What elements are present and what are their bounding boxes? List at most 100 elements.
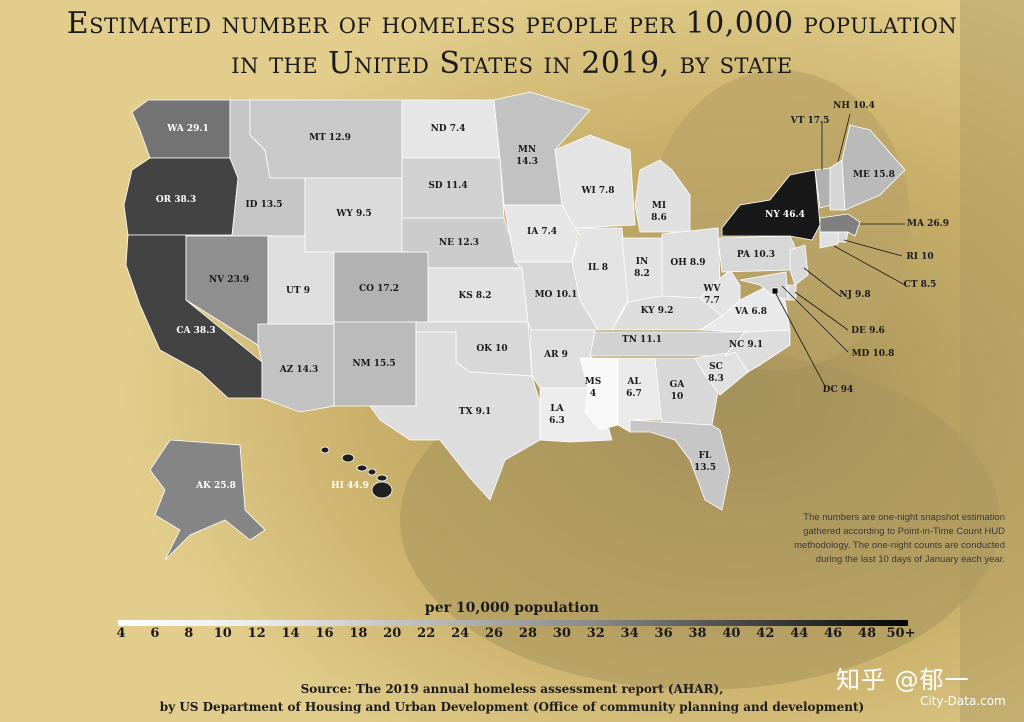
state-label-FL: FL 13.5 bbox=[694, 451, 716, 473]
state-label-AK: AK 25.8 bbox=[195, 481, 236, 491]
state-label-AR: AR 9 bbox=[543, 350, 568, 360]
state-MI bbox=[634, 159, 691, 233]
state-WV bbox=[699, 269, 741, 317]
state-TX bbox=[369, 331, 541, 501]
state-label-KS: KS 8.2 bbox=[458, 291, 491, 301]
legend-title: per 10,000 population bbox=[424, 600, 600, 616]
state-FL bbox=[629, 419, 731, 511]
source-line-2: by US Department of Housing and Urban De… bbox=[159, 700, 865, 714]
state-label-WI: WI 7.8 bbox=[580, 186, 614, 196]
source-line-1: Source: The 2019 annual homeless assessm… bbox=[300, 682, 724, 696]
state-label-AL: AL 6.7 bbox=[626, 377, 642, 399]
state-label-MT: MT 12.9 bbox=[309, 133, 351, 143]
state-label-OK: OK 10 bbox=[476, 344, 507, 354]
state-label-CT: CT 8.5 bbox=[904, 280, 937, 290]
state-label-MI: MI 8.6 bbox=[651, 201, 667, 223]
legend-tick: 20 bbox=[383, 626, 402, 641]
state-label-OH: OH 8.9 bbox=[670, 258, 705, 268]
state-label-KY: KY 9.2 bbox=[641, 306, 674, 316]
state-label-DE: DE 9.6 bbox=[851, 326, 884, 336]
state-IA bbox=[503, 204, 581, 263]
legend-tick: 48 bbox=[858, 626, 877, 641]
state-HI bbox=[320, 446, 393, 499]
state-label-OR: OR 38.3 bbox=[156, 195, 196, 205]
legend-tick: 50+ bbox=[886, 626, 916, 641]
legend-tick: 36 bbox=[654, 626, 673, 641]
legend-tick: 46 bbox=[824, 626, 843, 641]
state-label-ID: ID 13.5 bbox=[245, 200, 282, 210]
state-ME bbox=[841, 124, 906, 211]
state-label-CA: CA 38.3 bbox=[176, 326, 215, 336]
legend-tick: 26 bbox=[484, 626, 504, 641]
state-label-AZ: AZ 14.3 bbox=[279, 365, 319, 375]
chart-title-line-2: in the United States in 2019, by state bbox=[231, 46, 793, 81]
state-label-WA: WA 29.1 bbox=[166, 124, 209, 134]
state-label-DC: DC 94 bbox=[823, 385, 854, 395]
state-label-IL: IL 8 bbox=[588, 263, 608, 273]
legend-color-bar bbox=[118, 620, 908, 626]
legend-tick: 40 bbox=[722, 626, 741, 641]
watermark-site: City-Data.com bbox=[920, 694, 1006, 708]
state-AK bbox=[149, 439, 266, 561]
state-label-ME: ME 15.8 bbox=[853, 170, 895, 180]
state-label-NJ: NJ 9.8 bbox=[839, 290, 870, 300]
state-label-VA: VA 6.8 bbox=[734, 307, 767, 317]
legend-tick: 10 bbox=[213, 626, 232, 641]
state-NY bbox=[721, 169, 821, 241]
state-label-MO: MO 10.1 bbox=[535, 290, 578, 300]
state-label-RI: RI 10 bbox=[906, 252, 933, 262]
state-label-VT: VT 17.5 bbox=[790, 116, 830, 126]
state-NJ bbox=[789, 244, 809, 286]
state-DC bbox=[771, 287, 779, 295]
legend-tick: 42 bbox=[756, 626, 775, 641]
state-label-IN: IN 8.2 bbox=[634, 257, 650, 279]
state-label-MA: MA 26.9 bbox=[907, 219, 949, 229]
state-label-IA: IA 7.4 bbox=[527, 227, 557, 237]
state-label-UT: UT 9 bbox=[286, 286, 310, 296]
state-DE bbox=[787, 284, 797, 301]
legend-tick: 24 bbox=[451, 626, 470, 641]
state-GA bbox=[654, 357, 719, 426]
state-CT bbox=[819, 231, 839, 249]
state-label-NV: NV 23.9 bbox=[209, 275, 249, 285]
legend-tick: 12 bbox=[247, 626, 266, 641]
legend-tick: 32 bbox=[586, 626, 605, 641]
state-label-TN: TN 11.1 bbox=[622, 335, 662, 345]
state-label-NC: NC 9.1 bbox=[729, 340, 763, 350]
legend-tick: 44 bbox=[790, 626, 809, 641]
state-label-SC: SC 8.3 bbox=[708, 362, 724, 384]
legend-tick: 30 bbox=[552, 626, 571, 641]
legend-tick: 14 bbox=[281, 626, 300, 641]
state-label-HI: HI 44.9 bbox=[331, 481, 369, 491]
methodology-note: The numbers are one-night snapshot estim… bbox=[794, 512, 1005, 565]
legend-tick: 34 bbox=[620, 626, 639, 641]
state-label-MD: MD 10.8 bbox=[852, 349, 895, 359]
legend-tick: 16 bbox=[315, 626, 334, 641]
chart-title-line-1: Estimated number of homeless people per … bbox=[66, 6, 958, 41]
state-label-WY: WY 9.5 bbox=[335, 209, 371, 219]
state-label-NM: NM 15.5 bbox=[352, 359, 395, 369]
state-TN bbox=[589, 331, 746, 357]
legend-tick: 6 bbox=[150, 626, 160, 641]
state-label-CO: CO 17.2 bbox=[359, 284, 399, 294]
state-label-GA: GA 10 bbox=[670, 380, 686, 402]
state-label-TX: TX 9.1 bbox=[459, 407, 491, 417]
state-label-LA: LA 6.3 bbox=[549, 404, 565, 426]
legend-tick: 22 bbox=[417, 626, 436, 641]
state-WI bbox=[554, 134, 636, 229]
state-label-NH: NH 10.4 bbox=[833, 101, 875, 111]
state-label-MS: MS 4 bbox=[585, 377, 601, 399]
state-label-PA: PA 10.3 bbox=[737, 250, 775, 260]
legend-tick: 28 bbox=[518, 626, 537, 641]
legend-tick: 38 bbox=[688, 626, 707, 641]
state-label-NE: NE 12.3 bbox=[439, 238, 479, 248]
legend-ticks: 4 6 8 10 12 14 16 18 20 22 24 26 28 30 32 34 36 38 40 42 44 4… bbox=[0, 626, 1024, 646]
watermark-text: 知乎 @郁一 bbox=[836, 666, 970, 694]
state-label-MN: MN 14.3 bbox=[516, 145, 538, 167]
state-label-WV: WV 7.7 bbox=[702, 284, 721, 306]
legend-tick: 4 bbox=[116, 626, 126, 641]
legend-tick: 8 bbox=[184, 626, 194, 641]
state-label-SD: SD 11.4 bbox=[428, 181, 467, 191]
state-label-NY: NY 46.4 bbox=[765, 210, 805, 220]
